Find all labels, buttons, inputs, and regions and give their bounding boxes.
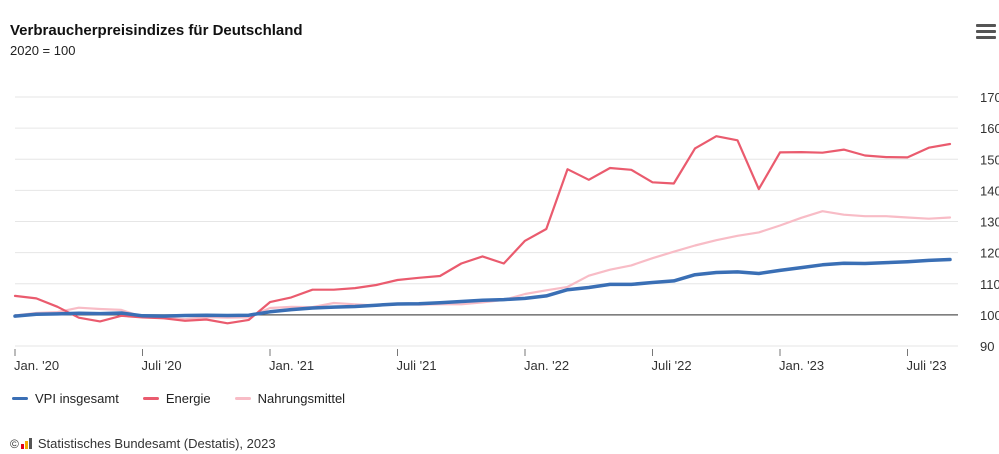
legend-swatch-nahrungsmittel xyxy=(234,397,251,400)
source-credit: © Statistisches Bundesamt (Destatis), 20… xyxy=(10,436,276,451)
legend-swatch-energie xyxy=(142,397,159,400)
copyright-symbol: © xyxy=(10,436,19,451)
legend-swatch-vpi xyxy=(12,397,28,400)
chart-legend: VPI insgesamt Energie Nahrungsmittel xyxy=(12,391,369,406)
x-tick-label: Juli '22 xyxy=(652,358,692,373)
y-tick-label: 170 xyxy=(980,90,999,105)
x-tick-label: Juli '20 xyxy=(142,358,182,373)
credit-text: Statistisches Bundesamt (Destatis), 2023 xyxy=(37,436,276,451)
legend-item-vpi[interactable]: VPI insgesamt xyxy=(12,391,119,406)
legend-label-nahrungsmittel: Nahrungsmittel xyxy=(257,391,346,406)
destatis-logo-icon xyxy=(20,438,32,449)
hamburger-menu-icon[interactable] xyxy=(976,24,996,40)
y-tick-label: 120 xyxy=(980,246,999,261)
legend-item-energie[interactable]: Energie xyxy=(142,391,211,406)
legend-label-energie: Energie xyxy=(165,391,211,406)
line-chart: 90 100 110 120 130 140 150 160 170 Jan. '20 Juli … xyxy=(13,90,999,373)
chart-title: Verbraucherpreisindizes für Deutschland xyxy=(10,22,303,39)
y-tick-label: 150 xyxy=(980,152,999,167)
y-tick-label: 140 xyxy=(980,183,999,198)
x-tick-label: Juli '23 xyxy=(907,358,947,373)
legend-label-vpi: VPI insgesamt xyxy=(35,391,119,406)
y-tick-label: 130 xyxy=(980,215,999,230)
series-line-energie[interactable] xyxy=(13,135,952,325)
x-tick-label: Jan. '20 xyxy=(14,358,59,373)
legend-item-nahrungsmittel[interactable]: Nahrungsmittel xyxy=(234,391,346,406)
x-tick-label: Jan. '22 xyxy=(524,358,569,373)
chart-subtitle: 2020 = 100 xyxy=(10,43,76,58)
y-tick-label: 110 xyxy=(980,277,999,292)
series-line-vpi-insgesamt[interactable] xyxy=(13,257,952,318)
y-tick-label: 160 xyxy=(980,121,999,136)
x-tick-label: Jan. '21 xyxy=(269,358,314,373)
x-tick-label: Jan. '23 xyxy=(779,358,824,373)
y-tick-label: 90 xyxy=(980,339,994,354)
y-tick-label: 100 xyxy=(980,308,999,323)
x-tick-label: Juli '21 xyxy=(397,358,437,373)
